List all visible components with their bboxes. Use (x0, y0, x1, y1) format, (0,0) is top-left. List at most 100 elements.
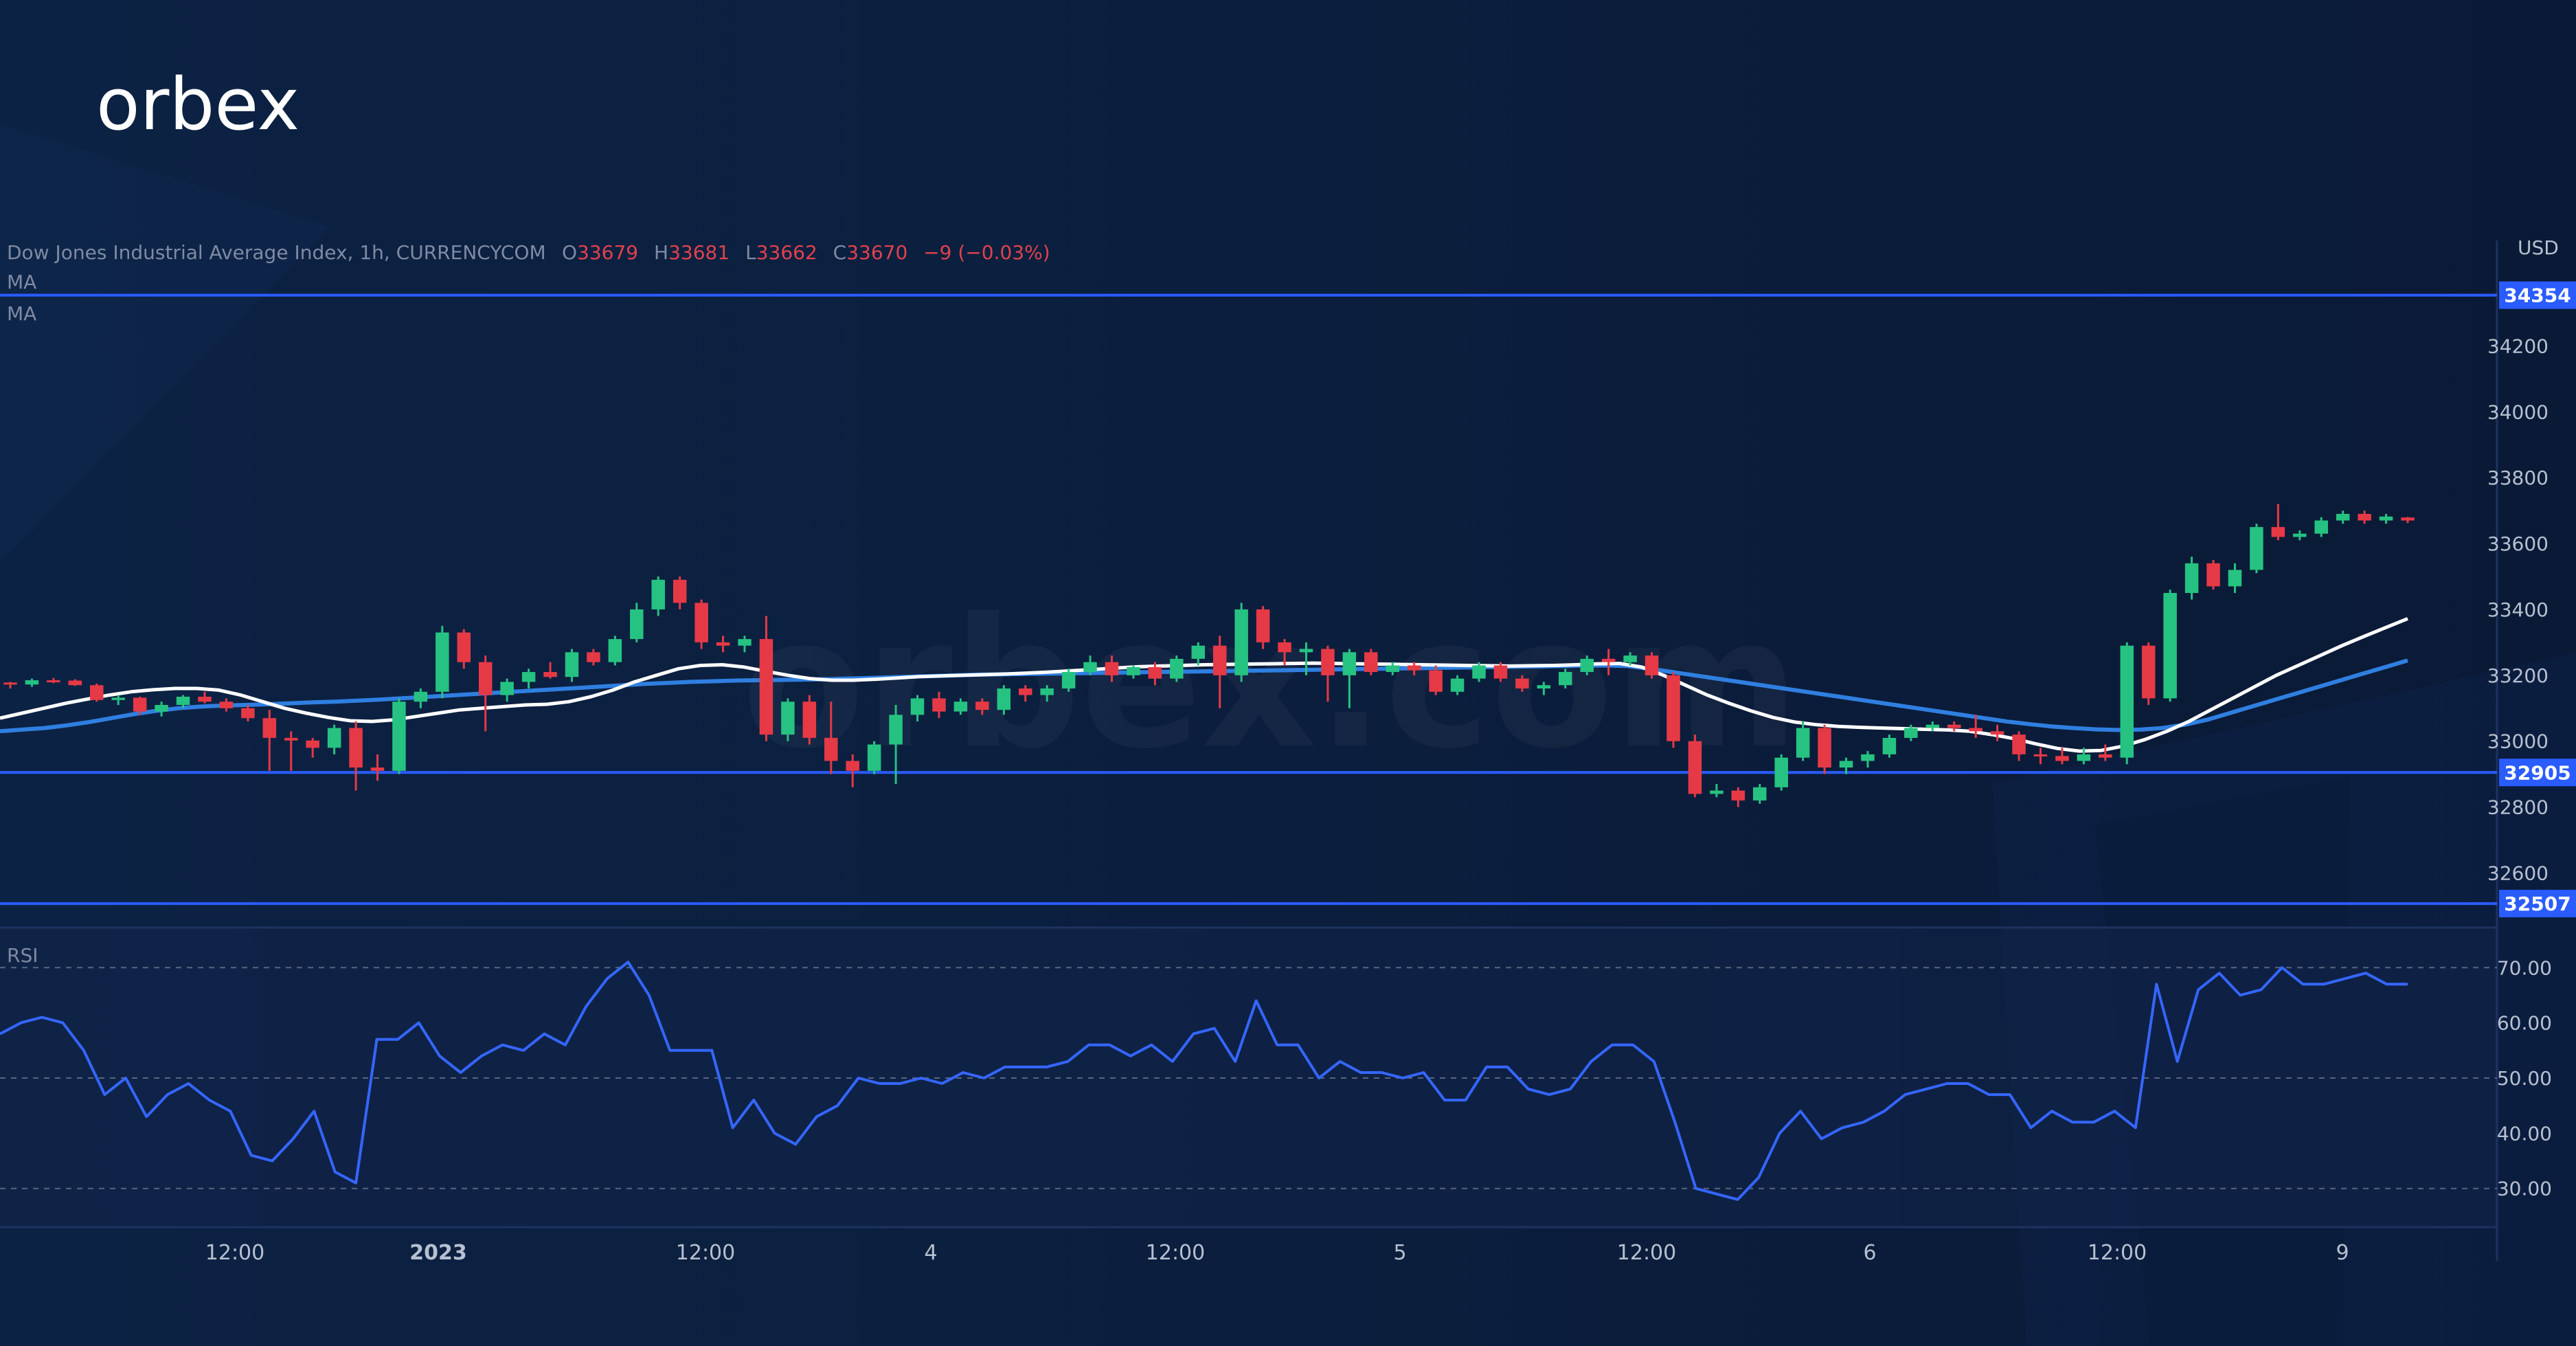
time-tick-label: 12:00 (2088, 1241, 2147, 1265)
candle-body (1321, 649, 1335, 675)
candle (2184, 557, 2199, 600)
level-tag (2499, 890, 2576, 918)
candle-body (1667, 675, 1680, 741)
candle-body (1688, 741, 1702, 794)
candle (716, 636, 730, 653)
candle-body (1559, 672, 1572, 686)
indicator-ma-slow: MA (7, 302, 36, 325)
candle-body (2077, 754, 2091, 761)
price-tick-label: 34200 (2487, 335, 2549, 357)
candle (1083, 655, 1097, 675)
candle-body (1493, 665, 1508, 679)
candle (133, 697, 147, 715)
candle-body (2401, 517, 2415, 521)
candle-body (1127, 666, 1140, 675)
candle-body (1148, 666, 1162, 679)
candle-body (1040, 688, 1054, 695)
time-tick-label: 4 (924, 1241, 937, 1265)
candle (1386, 662, 1399, 675)
candle-body (1429, 670, 1443, 692)
candle-body (1450, 678, 1465, 692)
candle-body (2033, 754, 2048, 756)
candle-body (111, 697, 125, 700)
candle (1278, 639, 1291, 666)
level-tag-label: 34354 (2504, 284, 2571, 307)
candle (889, 704, 903, 785)
candle (2358, 511, 2371, 524)
candle (997, 685, 1011, 715)
candle (1710, 784, 1724, 798)
candle-body (1256, 609, 1270, 642)
time-axis-ticks: 12:00 2023 12:00 4 12:00 5 12:00 6 12:00 9 (205, 1241, 2349, 1265)
candle-body (1515, 678, 1529, 689)
candle (1148, 662, 1162, 686)
candle (25, 678, 39, 687)
candle-body (2184, 563, 2199, 593)
candle (327, 724, 341, 754)
candle (1818, 724, 1831, 774)
candle (2077, 748, 2091, 765)
price-tick-label: 33200 (2487, 664, 2549, 687)
candle (478, 655, 493, 732)
candle-body (1925, 724, 1940, 728)
candle-body (997, 688, 1011, 710)
candle (1472, 662, 1486, 682)
candle-body (219, 702, 234, 708)
rsi-tick-label: 60.00 (2497, 1012, 2552, 1035)
level-tag-label: 32507 (2504, 893, 2571, 915)
orbex-logo: orbex (96, 63, 300, 146)
candle (953, 698, 968, 715)
candle-body (155, 704, 168, 712)
candle-body (1969, 728, 1982, 732)
candle-body (1645, 655, 1659, 675)
candle-body (1342, 652, 1357, 675)
candle (694, 599, 708, 649)
candle (219, 698, 234, 712)
candle-body (543, 672, 557, 677)
price-tick-label: 33400 (2487, 598, 2549, 621)
candle-body (392, 702, 406, 771)
change-value: −9 (−0.03%) (923, 241, 1050, 264)
candle (587, 649, 600, 666)
candle-body (1774, 757, 1788, 787)
candle-body (738, 639, 752, 646)
candle (1515, 675, 1529, 692)
candle-body (2163, 592, 2177, 699)
watermark: orbex.com (742, 581, 1799, 788)
candle (759, 616, 773, 741)
candle-body (1364, 652, 1378, 673)
candle (2012, 731, 2026, 761)
candle-body (1083, 662, 1097, 673)
candle-body (68, 680, 82, 686)
candle (1882, 734, 1897, 758)
candle (2336, 511, 2350, 524)
candle (1645, 652, 1659, 679)
candle (1321, 645, 1335, 702)
candle (910, 695, 925, 721)
horizontal-levels (0, 293, 2497, 906)
candle-body (889, 715, 903, 745)
candle-body (2379, 516, 2393, 521)
price-tick-label: 32600 (2487, 862, 2549, 884)
price-tick-label: 34000 (2487, 401, 2549, 423)
candle-body (975, 702, 989, 710)
candle-body (262, 718, 277, 738)
candle (867, 741, 881, 774)
logo-text: orbex (96, 63, 300, 146)
candle (2401, 517, 2415, 524)
candle-body (2012, 734, 2026, 754)
time-tick-label: 6 (1863, 1241, 1876, 1265)
candle (1019, 685, 1032, 702)
candle (521, 669, 536, 689)
candle (1904, 724, 1918, 741)
candle (349, 721, 363, 791)
candle-body (1170, 658, 1184, 679)
price-tick-label: 32800 (2487, 796, 2549, 819)
candle-body (284, 737, 298, 741)
candle (241, 704, 255, 721)
candle-body (1882, 737, 1897, 754)
low-value: 33662 (756, 241, 817, 264)
candle-body (630, 609, 644, 640)
candle (1925, 721, 1940, 732)
candle (1127, 665, 1140, 679)
